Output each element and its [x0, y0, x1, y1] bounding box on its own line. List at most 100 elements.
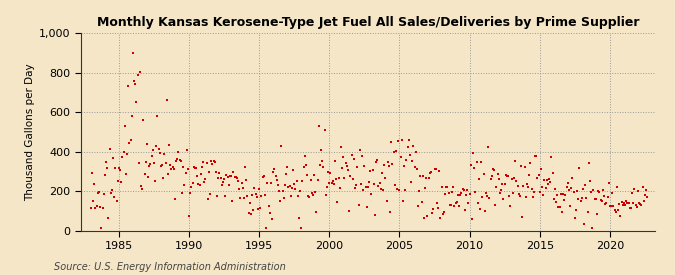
- Point: [273, 189, 284, 193]
- Point: [129, 78, 140, 83]
- Point: [193, 182, 204, 186]
- Point: [433, 205, 443, 210]
- Point: [338, 155, 349, 159]
- Point: [620, 203, 630, 208]
- Point: [219, 177, 230, 181]
- Point: [157, 163, 167, 167]
- Point: [377, 170, 387, 175]
- Point: [334, 185, 345, 190]
- Point: [379, 163, 389, 167]
- Point: [137, 187, 148, 191]
- Point: [568, 189, 579, 194]
- Point: [508, 191, 518, 196]
- Text: Source: U.S. Energy Information Administration: Source: U.S. Energy Information Administ…: [54, 262, 286, 272]
- Point: [194, 182, 205, 187]
- Point: [441, 185, 452, 189]
- Point: [102, 165, 113, 170]
- Point: [591, 197, 601, 201]
- Point: [163, 172, 173, 176]
- Point: [86, 170, 97, 175]
- Point: [225, 174, 236, 178]
- Point: [265, 210, 275, 215]
- Point: [297, 178, 308, 183]
- Point: [171, 159, 182, 163]
- Point: [321, 193, 331, 197]
- Point: [626, 191, 637, 195]
- Point: [483, 145, 493, 149]
- Point: [286, 194, 296, 198]
- Point: [400, 188, 410, 192]
- Point: [329, 182, 340, 186]
- Point: [220, 194, 231, 198]
- Point: [308, 172, 319, 177]
- Point: [238, 186, 248, 190]
- Point: [622, 201, 632, 205]
- Point: [443, 191, 454, 195]
- Point: [290, 187, 301, 191]
- Point: [434, 169, 445, 174]
- Point: [278, 196, 289, 200]
- Point: [184, 214, 194, 218]
- Point: [117, 155, 128, 160]
- Point: [426, 170, 437, 174]
- Point: [637, 185, 648, 190]
- Point: [514, 194, 525, 199]
- Point: [474, 177, 485, 181]
- Point: [169, 196, 180, 201]
- Point: [415, 174, 426, 178]
- Point: [298, 165, 309, 170]
- Point: [626, 206, 637, 210]
- Point: [562, 181, 573, 186]
- Point: [630, 203, 641, 208]
- Point: [639, 193, 650, 197]
- Point: [315, 163, 325, 167]
- Point: [150, 178, 161, 183]
- Point: [234, 187, 244, 192]
- Point: [125, 138, 136, 143]
- Point: [547, 171, 558, 175]
- Point: [358, 188, 369, 192]
- Point: [165, 163, 176, 167]
- Point: [261, 226, 271, 230]
- Point: [142, 175, 153, 179]
- Point: [593, 189, 603, 194]
- Point: [286, 185, 297, 190]
- Point: [371, 160, 381, 164]
- Point: [516, 163, 526, 168]
- Point: [356, 182, 367, 187]
- Point: [342, 164, 352, 168]
- Point: [422, 214, 433, 219]
- Point: [552, 193, 563, 197]
- Point: [112, 179, 123, 183]
- Point: [172, 157, 183, 161]
- Point: [407, 159, 418, 163]
- Point: [270, 173, 281, 178]
- Point: [418, 215, 429, 220]
- Point: [404, 138, 414, 143]
- Point: [90, 205, 101, 210]
- Point: [147, 148, 158, 152]
- Point: [223, 183, 234, 187]
- Point: [510, 159, 520, 164]
- Point: [247, 193, 258, 197]
- Point: [214, 171, 225, 175]
- Point: [530, 154, 541, 158]
- Point: [580, 183, 591, 187]
- Point: [271, 178, 282, 182]
- Point: [155, 151, 165, 155]
- Point: [330, 159, 341, 163]
- Point: [176, 158, 186, 163]
- Point: [99, 173, 110, 177]
- Point: [351, 183, 362, 187]
- Point: [132, 72, 143, 77]
- Point: [524, 173, 535, 178]
- Point: [448, 185, 458, 189]
- Point: [110, 166, 121, 170]
- Point: [352, 165, 362, 169]
- Point: [495, 188, 506, 192]
- Point: [236, 181, 247, 186]
- Point: [113, 165, 124, 170]
- Point: [360, 185, 371, 189]
- Point: [367, 168, 378, 172]
- Point: [462, 188, 472, 192]
